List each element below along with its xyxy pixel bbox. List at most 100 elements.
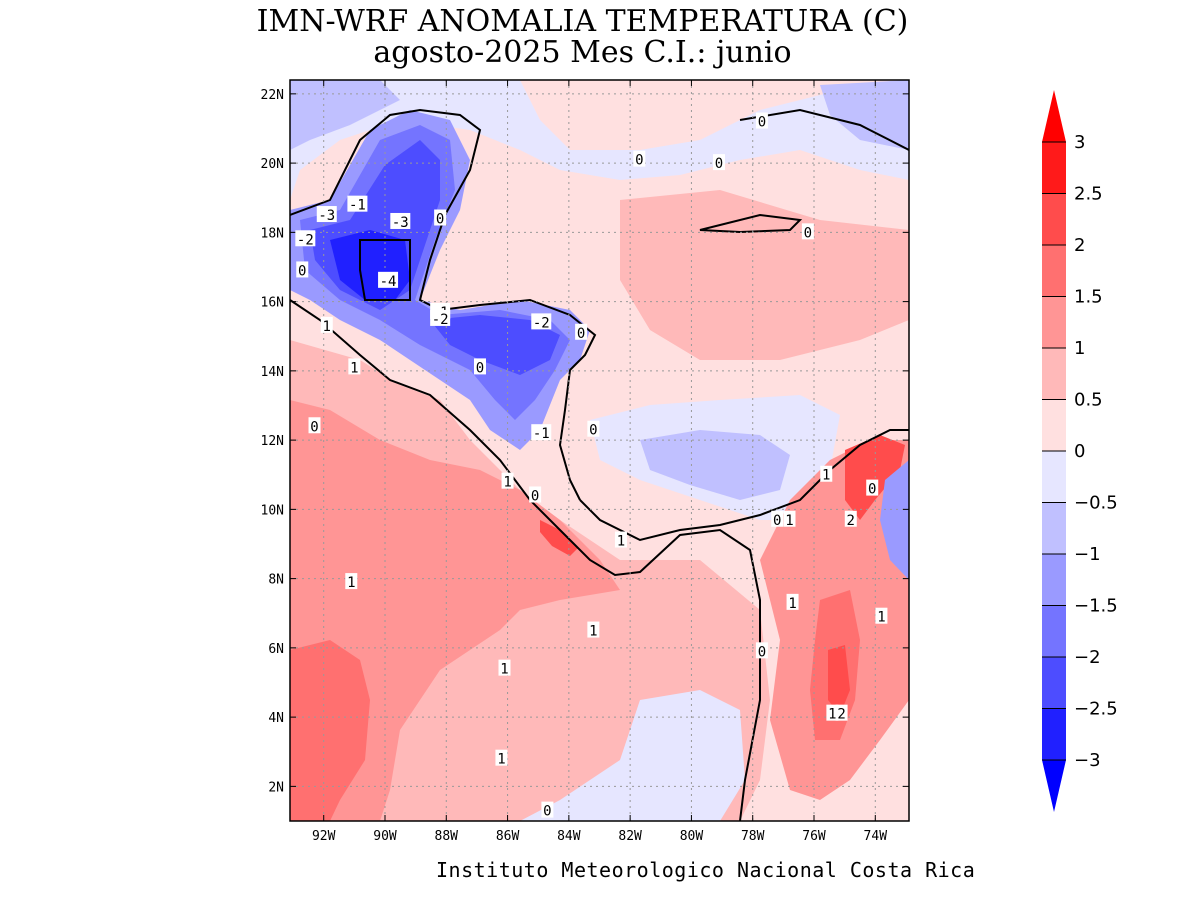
colorbar-swatch [1042,554,1066,606]
contour-label-bg [755,642,768,659]
colorbar-label: 0.5 [1074,390,1103,411]
graticule [290,80,909,821]
contour-label-bg [531,424,552,441]
colorbar-label: 1 [1074,338,1085,359]
contour-label-bg [316,206,337,223]
contour-label: 1 [497,752,505,768]
lon-tick-label: 88W [435,829,459,844]
field-gulf-cool2 [290,80,400,150]
contour-label-bg [614,531,627,548]
contour-label-bg [345,573,358,590]
lon-tick-label: 90W [373,829,397,844]
colorbar-bottom-arrow [1042,760,1066,812]
lon-tick-label: 76W [802,829,826,844]
contour-label-bg [826,704,839,721]
contour-label: 0 [715,156,723,172]
colorbar-label: −3 [1074,750,1101,771]
lat-tick-label: 12N [261,434,284,449]
colorbar-label: −1.5 [1074,596,1118,617]
contour-label: -3 [392,215,409,231]
lon-tick-label: 78W [741,829,765,844]
plot-frame [289,79,910,822]
lat-tick-label: 8N [268,573,284,588]
institution-credit: Instituto Meteorologico Nacional Costa R… [436,858,976,882]
contour-label: 0 [635,153,643,169]
colorbar-label: −2.5 [1074,699,1118,720]
contour-label: 1 [350,360,358,376]
contour-label-bg [529,486,542,503]
contour-label: 1 [347,575,355,591]
colorbar-label: −1 [1074,544,1101,565]
lat-tick-label: 10N [261,503,284,518]
colorbar-swatch [1042,708,1066,760]
colorbar-swatch [1042,348,1066,400]
contour-label-bg [783,510,796,527]
colorbar-swatch [1042,296,1066,348]
field-pacific-strong [290,640,370,821]
lat-tick-label: 14N [261,365,284,380]
colorbar-swatch [1042,657,1066,709]
contour-label-bg [587,621,600,638]
contour-label: 0 [310,419,318,435]
field-gulf-cool [290,80,909,200]
lon-tick-label: 82W [618,829,642,844]
contour-label-bg [820,465,833,482]
colorbar-label: 2.5 [1074,184,1103,205]
lon-tick-label: 80W [680,829,704,844]
contour-label-bg [587,420,600,437]
contour-label-bg [771,510,784,527]
contour-label-bg [713,154,726,171]
contour-label-bg [378,271,399,288]
lat-tick-label: 20N [261,157,284,172]
anomaly-field [290,80,909,821]
contour-label-bg [390,212,411,229]
contour-label-bg [786,593,799,610]
colorbar-swatch [1042,245,1066,297]
map-title-line2: agosto-2025 Mes C.I.: junio [373,35,792,70]
field-maracaibo-cool [880,460,909,580]
contour-label: 0 [804,225,812,241]
colorbar: 3 2.5 2 1.5 1 0.5 0 −0.5 −1 −1.5 −2 −2.5 −3 [1042,90,1118,812]
contour-label: -2 [432,312,449,328]
lat-tick-label: 18N [261,226,284,241]
contour-label: -2 [533,315,550,331]
field-pacific-warm [290,400,620,821]
longitude-ticks: 92W 90W 88W 86W 84W 82W 80W 78W 76W 74W [312,80,887,844]
contour-label-bg [541,801,554,818]
contour-label-bg [347,195,368,212]
contour-label: 1 [785,513,793,529]
contour-label: 1 [617,534,625,550]
colorbar-label: −2 [1074,647,1101,668]
contour-label-bg [430,309,451,326]
contour-label-bg [633,150,646,167]
contour-label: 0 [758,644,766,660]
lon-tick-label: 84W [557,829,581,844]
colorbar-label: 1.5 [1074,287,1103,308]
contour-label: 0 [589,423,597,439]
contour-label-bg [434,209,447,226]
lat-tick-label: 16N [261,296,284,311]
lat-tick-label: 6N [268,642,284,657]
latitude-ticks: 22N 20N 18N 16N 14N 12N 10N 8N 6N 4N 2N [261,88,909,795]
colorbar-top-arrow [1042,90,1066,142]
lat-tick-label: 2N [268,780,284,795]
contour-label: 0 [868,482,876,498]
lon-tick-label: 74W [864,829,888,844]
contour-label-bg [531,313,552,330]
contour-label: 1 [822,468,830,484]
contour-labels: -3-1-3-20-40-1-2110-200-1010111110000001… [295,112,888,820]
contour-label: 0 [476,360,484,376]
lat-tick-label: 22N [261,88,284,103]
contour-label: 1 [500,662,508,678]
contour-label: 0 [531,489,539,505]
contour-label-bg [495,749,508,766]
lon-tick-label: 92W [312,829,336,844]
contour-label-bg [348,358,361,375]
contour-label: 0 [773,513,781,529]
contour-label: -3 [318,208,335,224]
colorbar-swatch [1042,451,1066,503]
contour-label-bg [875,607,888,624]
contour-label: -1 [533,426,550,442]
contour-label: -2 [297,232,314,248]
